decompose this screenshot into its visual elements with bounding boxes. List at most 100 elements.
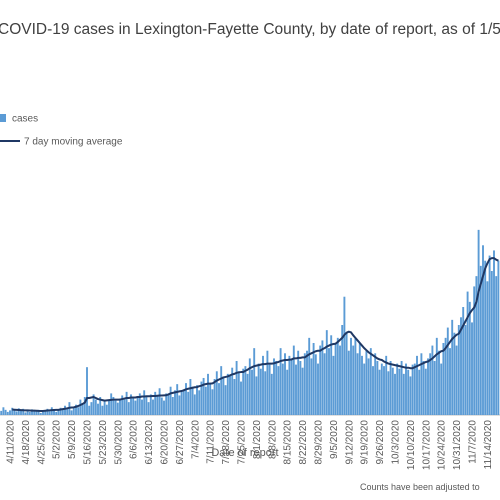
bar [204, 386, 207, 415]
bar [264, 371, 267, 415]
bar [130, 394, 132, 415]
bar [224, 385, 227, 415]
bar [273, 358, 275, 415]
bar [345, 332, 348, 415]
bar [451, 319, 454, 415]
bar [361, 355, 363, 415]
bar [402, 373, 405, 415]
bar [246, 373, 249, 415]
bar [237, 371, 240, 415]
bar [211, 389, 214, 415]
bar [396, 363, 399, 415]
bar [292, 345, 295, 415]
x-tick-label: 8/29/2020 [314, 420, 325, 465]
bar [28, 411, 31, 415]
x-axis-title: Date of report [211, 447, 278, 459]
bar [233, 379, 236, 415]
bar [407, 369, 410, 415]
bar [321, 340, 324, 415]
bar [405, 363, 407, 415]
bar [231, 367, 234, 415]
bar [178, 395, 181, 415]
bar [196, 385, 198, 415]
x-tick-label: 9/12/2020 [344, 420, 355, 465]
bar [200, 381, 203, 415]
bar [105, 404, 108, 415]
x-tick-label: 8/8/2020 [267, 420, 278, 459]
legend-label: cases [12, 114, 38, 125]
bar [226, 373, 229, 415]
bar [165, 393, 168, 415]
bar [189, 379, 192, 415]
x-tick-label: 8/1/2020 [252, 420, 263, 459]
bar [136, 397, 139, 415]
bar [488, 255, 491, 415]
bar [77, 407, 80, 415]
bar [464, 325, 467, 415]
bar [431, 345, 434, 415]
bar [138, 393, 141, 415]
legend-label: 7 day moving average [24, 137, 123, 148]
bar [198, 390, 201, 415]
bar [266, 350, 269, 415]
bar [24, 412, 27, 415]
bar [435, 337, 438, 415]
bar [180, 391, 183, 415]
x-tick-label: 10/17/2020 [421, 420, 432, 470]
x-tick-label: 10/10/2020 [406, 420, 417, 470]
bar [343, 296, 346, 415]
bar [257, 363, 260, 415]
x-tick-label: 5/23/2020 [98, 420, 109, 465]
bar [11, 407, 14, 415]
bar [99, 397, 102, 415]
x-tick-label: 4/18/2020 [21, 420, 32, 465]
bar [154, 391, 157, 415]
bar [378, 369, 381, 415]
bar [268, 364, 271, 415]
bar [409, 376, 412, 415]
x-tick-label: 6/20/2020 [160, 420, 171, 465]
bar [33, 410, 36, 415]
bar [286, 369, 289, 415]
bar [323, 353, 326, 415]
bar [339, 345, 341, 415]
bar [4, 409, 7, 415]
x-tick-label: 7/18/2020 [221, 420, 232, 465]
bar [347, 350, 350, 415]
bar [429, 353, 432, 415]
bar [424, 368, 427, 415]
bar [143, 390, 146, 415]
bar [356, 353, 359, 415]
legend: cases 7 day moving average [0, 114, 123, 148]
bar [174, 390, 176, 415]
bar [482, 245, 484, 415]
bar [127, 402, 130, 415]
bar [418, 369, 421, 415]
x-tick-label: 5/9/2020 [67, 420, 78, 459]
bar [88, 405, 91, 415]
bar [369, 348, 372, 415]
bar [6, 411, 9, 415]
x-tick-label: 10/3/2020 [391, 420, 402, 465]
bar [92, 394, 95, 415]
bar [176, 384, 179, 415]
bar [66, 408, 69, 415]
bar [363, 363, 366, 415]
bar [141, 399, 143, 415]
bar [79, 399, 82, 415]
bar [400, 361, 403, 415]
bar [387, 371, 390, 415]
bar [306, 350, 308, 415]
bar [457, 325, 460, 415]
bar [160, 397, 163, 415]
bar [242, 368, 245, 415]
x-tick-label: 4/11/2020 [6, 420, 17, 464]
bar [270, 373, 273, 415]
bar [440, 363, 443, 415]
bar [240, 381, 242, 415]
bar [497, 260, 500, 415]
x-tick-label: 9/26/2020 [375, 420, 386, 465]
bar [251, 369, 253, 415]
bar [20, 410, 22, 415]
bar [427, 358, 429, 415]
